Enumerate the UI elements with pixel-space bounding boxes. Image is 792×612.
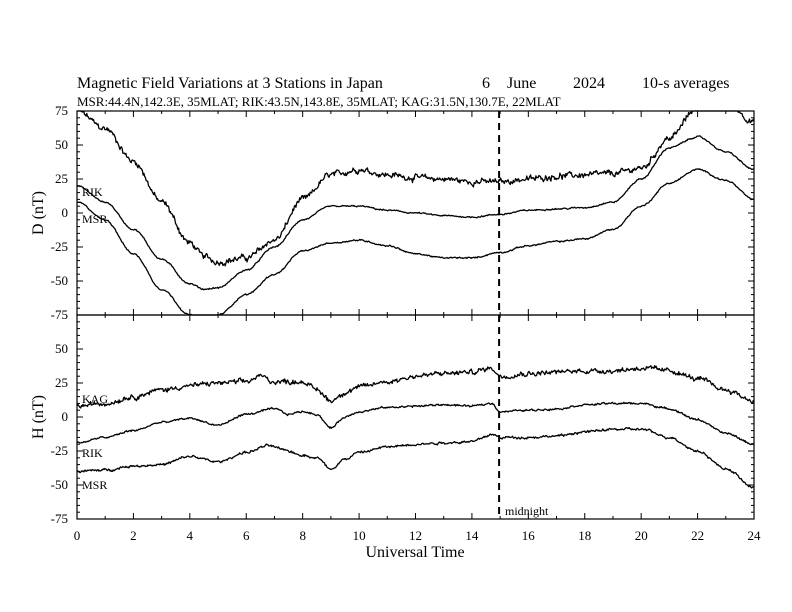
bottom-y-tick-label: -50 — [51, 477, 68, 492]
top-y-tick-label: 75 — [55, 103, 68, 118]
x-tick-label: 0 — [74, 528, 81, 543]
x-tick-label: 24 — [748, 528, 762, 543]
x-tick-label: 14 — [465, 528, 479, 543]
x-tick-label: 8 — [299, 528, 306, 543]
x-tick-label: 2 — [130, 528, 137, 543]
x-tick-label: 4 — [187, 528, 194, 543]
bottom-series-label-kag: KAG — [82, 392, 108, 406]
x-axis: 0 2 4 6 8 10 12 14 16 18 20 22 24 — [74, 528, 761, 543]
x-tick-label: 16 — [522, 528, 536, 543]
x-tick-label: 10 — [353, 528, 366, 543]
x-tick-label: 20 — [635, 528, 648, 543]
bottom-y-axis: 50 25 0 -25 -50 -75 — [51, 341, 68, 526]
top-y-tick-label: -25 — [51, 239, 68, 254]
x-axis-label: Universal Time — [365, 544, 464, 561]
bottom-series-line-kag — [76, 365, 755, 409]
bottom-panel-frame — [76, 314, 755, 520]
tick-marks — [76, 110, 755, 520]
bottom-series-line-rik — [76, 401, 755, 446]
averaging-label: 10-s averages — [642, 75, 730, 92]
top-series-line-msr — [76, 168, 755, 316]
bottom-series-label-rik: RIK — [82, 446, 103, 460]
top-series-line-unlabeled — [76, 110, 755, 267]
top-y-axis: 75 50 25 0 -25 -50 -75 — [51, 103, 68, 322]
bottom-y-tick-label: 25 — [55, 375, 68, 390]
bottom-series-label-msr: MSR — [82, 478, 107, 492]
station-info: MSR:44.4N,142.3E, 35MLAT; RIK:43.5N,143.… — [77, 94, 561, 109]
x-tick-label: 6 — [243, 528, 250, 543]
top-y-tick-label: -75 — [51, 307, 68, 322]
top-series-label-msr: MSR — [82, 212, 107, 226]
bottom-series-line-msr — [76, 426, 755, 489]
bottom-y-tick-label: -25 — [51, 443, 68, 458]
bottom-y-tick-label: -75 — [51, 511, 68, 526]
top-y-tick-label: 25 — [55, 171, 68, 186]
x-tick-label: 12 — [409, 528, 422, 543]
x-tick-label: 22 — [691, 528, 704, 543]
bottom-y-axis-label: H (nT) — [30, 395, 47, 439]
top-series-line-rik — [76, 135, 755, 291]
date-day: 6 — [482, 75, 490, 92]
top-y-tick-label: -50 — [51, 273, 68, 288]
top-y-axis-label: D (nT) — [30, 191, 47, 235]
series-layer — [76, 110, 755, 489]
top-y-tick-label: 0 — [62, 205, 69, 220]
date-month: June — [507, 75, 536, 92]
x-tick-label: 18 — [578, 528, 591, 543]
date-year: 2024 — [573, 75, 605, 92]
bottom-y-tick-label: 0 — [62, 409, 69, 424]
bottom-y-tick-label: 50 — [55, 341, 68, 356]
top-series-label-rik: RIK — [82, 185, 103, 199]
chart-title: Magnetic Field Variations at 3 Stations … — [77, 75, 383, 92]
midnight-label: midnight — [505, 504, 549, 518]
top-y-tick-label: 50 — [55, 137, 68, 152]
